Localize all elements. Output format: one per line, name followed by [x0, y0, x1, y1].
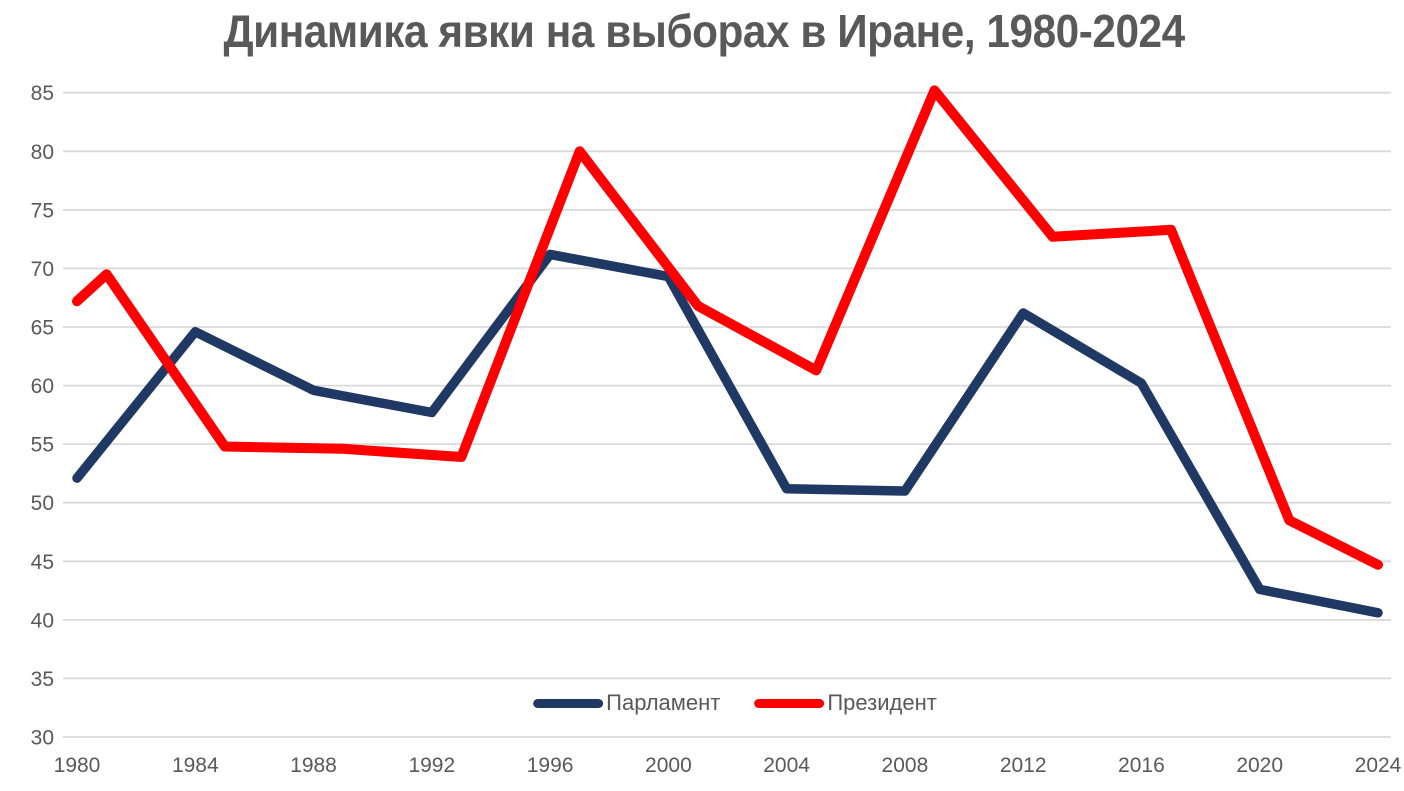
president-line	[72, 85, 1383, 570]
x-tick-label: 2004	[763, 754, 810, 777]
x-tick-label: 1996	[527, 754, 574, 777]
y-axis-labels: 30 35 40 45 50 55 60 65 70 75 80 85	[31, 82, 54, 749]
gridlines	[63, 91, 1391, 738]
legend: Парламент Президент	[533, 690, 937, 716]
y-tick-label: 45	[31, 551, 54, 574]
x-tick-label: 1980	[54, 754, 101, 777]
y-tick-label: 85	[31, 82, 54, 105]
legend-item-parliament: Парламент	[533, 690, 720, 716]
y-tick-label: 50	[31, 492, 54, 515]
x-tick-label: 1984	[172, 754, 219, 777]
legend-line-swatch	[533, 698, 604, 708]
y-tick-label: 75	[31, 199, 54, 222]
chart-title-text: Динамика явки на выборах в Иране, 1980-2…	[223, 5, 1185, 57]
parliament-line	[72, 249, 1383, 618]
y-tick-label: 40	[31, 609, 54, 632]
x-tick-label: 2020	[1236, 754, 1283, 777]
x-tick-label: 2024	[1355, 754, 1402, 777]
x-tick-label: 1992	[408, 754, 455, 777]
x-tick-label: 2016	[1118, 754, 1165, 777]
y-tick-label: 30	[31, 727, 54, 750]
y-tick-label: 70	[31, 258, 54, 281]
x-tick-label: 2012	[1000, 754, 1047, 777]
y-tick-label: 80	[31, 141, 54, 164]
y-tick-label: 60	[31, 375, 54, 398]
x-tick-label: 2000	[645, 754, 692, 777]
x-tick-label: 1988	[290, 754, 337, 777]
x-tick-label: 2008	[882, 754, 929, 777]
y-tick-label: 65	[31, 317, 54, 340]
legend-line-swatch	[754, 698, 825, 708]
y-tick-label: 55	[31, 434, 54, 457]
legend-label: Парламент	[606, 690, 721, 715]
chart-title: Динамика явки на выборах в Иране, 1980-2…	[0, 4, 1404, 58]
legend-label: Президент	[827, 690, 937, 715]
legend-item-president: Президент	[754, 690, 937, 716]
y-tick-label: 35	[31, 668, 54, 691]
x-axis-labels: 1980 1984 1988 1992 1996 2000 2004 2008 2012 2016…	[54, 754, 1402, 777]
